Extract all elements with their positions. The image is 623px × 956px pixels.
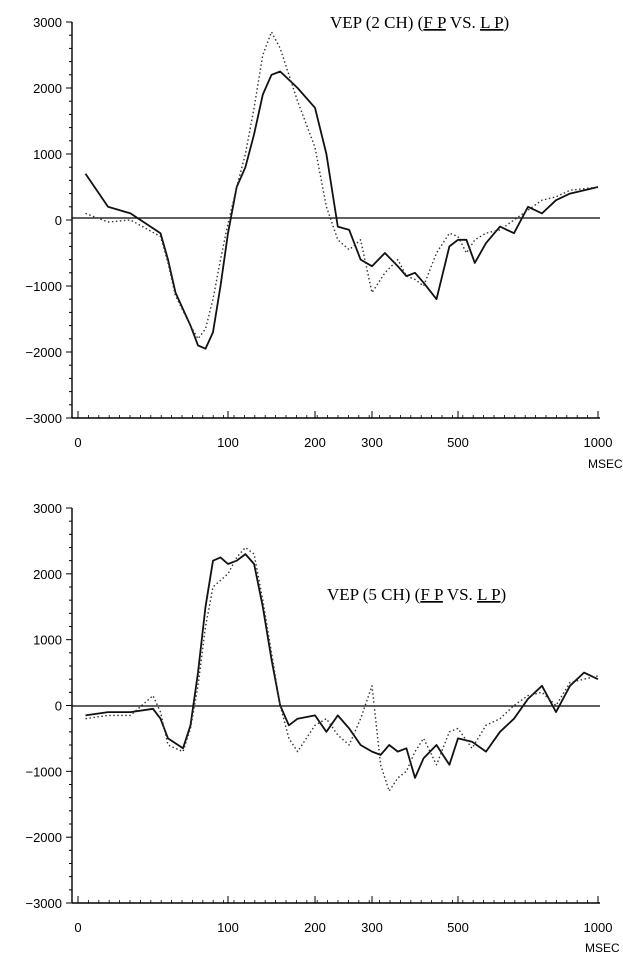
y-tick-label-5ch: −3000 <box>25 896 62 911</box>
y-tick-label-2ch: 1000 <box>33 147 62 162</box>
title-lp-5ch: L P <box>477 585 500 604</box>
x-tick-label-5ch: 300 <box>361 920 383 935</box>
x-tick-label-5ch: 200 <box>304 920 326 935</box>
y-tick-label-5ch: 2000 <box>33 567 62 582</box>
y-tick-label-2ch: −3000 <box>25 411 62 426</box>
x-tick-label-2ch: 1000 <box>584 435 613 450</box>
x-unit-label-2ch: MSEC <box>588 457 623 471</box>
x-tick-label-2ch: 500 <box>447 435 469 450</box>
y-tick-label-5ch: −2000 <box>25 830 62 845</box>
y-tick-label-5ch: 3000 <box>33 501 62 516</box>
y-tick-label-2ch: 3000 <box>33 15 62 30</box>
series-dotted-5ch <box>85 546 599 792</box>
series-solid-5ch <box>85 553 599 779</box>
chart-title-2ch: VEP (2 CH) (F P VS. L P) <box>330 13 509 32</box>
x-tick-label-2ch: 300 <box>361 435 383 450</box>
y-tick-label-2ch: 2000 <box>33 81 62 96</box>
x-tick-label-5ch: 1000 <box>584 920 613 935</box>
chart-panel-2ch: VEP (2 CH) (F P VS. L P) MSEC 3000200010… <box>25 13 623 471</box>
x-tick-label-2ch: 0 <box>74 435 81 450</box>
title-lp-2ch: L P <box>480 13 503 32</box>
x-tick-label-5ch: 0 <box>74 920 81 935</box>
y-tick-label-5ch: 0 <box>55 699 62 714</box>
x-tick-label-5ch: 100 <box>217 920 239 935</box>
x-tick-label-2ch: 200 <box>304 435 326 450</box>
y-tick-label-2ch: 0 <box>55 213 62 228</box>
y-tick-label-5ch: 1000 <box>33 633 62 648</box>
y-tick-label-2ch: −2000 <box>25 345 62 360</box>
x-unit-label-5ch: MSEC <box>585 941 620 955</box>
y-tick-label-5ch: −1000 <box>25 764 62 779</box>
x-tick-label-2ch: 100 <box>217 435 239 450</box>
title-fp-5ch: F P <box>420 585 443 604</box>
title-fp-2ch: F P <box>423 13 446 32</box>
series-solid-2ch <box>84 70 599 350</box>
chart-panel-5ch: VEP (5 CH) (F P VS. L P) MSEC 3000200010… <box>25 501 620 955</box>
y-tick-label-2ch: −1000 <box>25 279 62 294</box>
series-dotted-2ch <box>85 31 599 340</box>
chart-title-5ch: VEP (5 CH) (F P VS. L P) <box>327 585 506 604</box>
x-tick-label-5ch: 500 <box>447 920 469 935</box>
